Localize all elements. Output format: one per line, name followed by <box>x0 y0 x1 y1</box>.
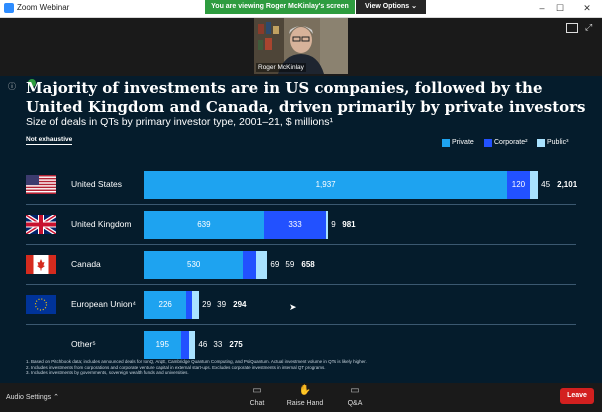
chevron-down-icon: ⌄ <box>411 3 418 10</box>
bar-total-label: 981 <box>342 220 356 229</box>
eu-flag-icon <box>26 295 56 314</box>
bar-total-label: 275 <box>229 340 243 349</box>
bar-value-label: 45 <box>541 180 551 189</box>
maximize-icon[interactable]: ☐ <box>555 3 565 13</box>
qa-icon[interactable]: ▭ <box>350 385 360 396</box>
screen-share-banner: You are viewing Roger McKinlay's screen <box>205 0 355 14</box>
bar-segment <box>263 211 327 239</box>
legend-label-private: Private <box>452 139 474 146</box>
slide-title: Majority of investments are in US compan… <box>26 79 586 116</box>
bar-segment <box>144 171 508 199</box>
bar-segment <box>507 171 530 199</box>
speaker-video <box>254 18 348 74</box>
row-divider <box>26 204 576 205</box>
stacked-bar-chart: 1,937 120 45 2,101 639 333 9 981 530 69 59 658 226 29… <box>0 76 602 383</box>
legend-label-corporate: Corporate² <box>494 139 528 146</box>
legend-label-public: Public³ <box>547 139 569 146</box>
chat-icon[interactable]: ▭ <box>252 385 262 396</box>
bar-value-label: 333 <box>288 220 302 229</box>
bar-value-label: 120 <box>511 180 526 189</box>
uk-flag-icon <box>26 215 56 234</box>
raise-hand-icon[interactable]: ✋ <box>298 385 312 396</box>
raise-hand-button-label[interactable]: Raise Hand <box>286 400 324 407</box>
country-label: Canada <box>71 259 101 269</box>
chat-button-label[interactable]: Chat <box>249 400 265 407</box>
audio-settings-button[interactable]: Audio Settings ⌃ <box>6 393 59 401</box>
zoom-app-icon <box>4 3 14 13</box>
shared-slide: ⓘ Majority of investments are in US comp… <box>0 76 602 383</box>
row-divider <box>26 284 576 285</box>
country-label: European Union⁴ <box>71 299 137 309</box>
close-icon[interactable]: ✕ <box>583 3 591 13</box>
legend-swatch-public <box>537 139 545 147</box>
slide-subtitle: Size of deals in QTs by primary investor… <box>26 116 333 128</box>
leave-button[interactable]: Leave <box>560 388 594 404</box>
footnote: 3. Includes investments by governments, … <box>26 370 189 375</box>
bar-segment <box>144 251 244 279</box>
bar-value-label: 33 <box>213 340 223 349</box>
bar-segment <box>144 211 264 239</box>
bar-value-label: 46 <box>198 340 208 349</box>
row-divider <box>26 244 576 245</box>
bar-value-label: 39 <box>217 300 227 309</box>
bar-value-label: 226 <box>158 300 172 309</box>
canada-flag-icon <box>26 255 56 274</box>
bar-segment <box>529 171 539 199</box>
legend-swatch-corporate <box>484 139 492 147</box>
country-label: United States <box>71 179 123 189</box>
bar-value-label: 639 <box>197 220 211 229</box>
bar-total-label: 658 <box>301 260 315 269</box>
legend-swatch-private <box>442 139 450 147</box>
minimize-icon[interactable]: – <box>539 3 545 13</box>
bar-segment <box>189 331 196 359</box>
mouse-cursor-icon: ➤ <box>289 302 297 312</box>
audio-settings-label: Audio Settings <box>6 394 52 401</box>
bar-total-label: 2,101 <box>557 180 578 189</box>
footnotes: 1. Based on Pitchbook data; includes ann… <box>26 359 506 376</box>
footnote: 1. Based on Pitchbook data; includes ann… <box>26 359 367 364</box>
bar-segment <box>186 291 192 319</box>
bar-value-label: 59 <box>285 260 295 269</box>
country-label: Other⁵ <box>71 339 96 349</box>
speaker-video-image <box>254 18 348 74</box>
bar-segment <box>191 291 200 319</box>
not-exhaustive-note: Not exhaustive <box>26 136 73 145</box>
qa-button-label[interactable]: Q&A <box>347 400 363 407</box>
window-title: Zoom Webinar <box>17 3 70 12</box>
meeting-toolbar <box>0 383 602 412</box>
bar-value-label: 69 <box>270 260 280 269</box>
view-options-button[interactable]: View Options ⌄ <box>356 0 426 14</box>
bar-segment <box>144 291 187 319</box>
shield-icon <box>28 79 36 87</box>
bar-value-label: 530 <box>187 260 201 269</box>
bar-value-label: 9 <box>331 220 336 229</box>
chevron-up-icon: ⌃ <box>53 394 59 401</box>
footnote: 2. Includes investments from corporation… <box>26 364 326 370</box>
bar-segment <box>326 211 329 239</box>
speaker-name: Roger McKinlay <box>256 63 306 72</box>
bar-value-label: 1,937 <box>315 180 336 189</box>
info-icon[interactable]: ⓘ <box>8 82 16 91</box>
layout-icon[interactable] <box>566 23 578 33</box>
row-divider <box>26 324 576 325</box>
bar-segment <box>256 251 268 279</box>
bar-value-label: 29 <box>202 300 212 309</box>
bar-segment <box>243 251 257 279</box>
us-flag-icon <box>26 175 56 194</box>
country-label: United Kingdom <box>71 219 132 229</box>
bar-total-label: 294 <box>233 300 247 309</box>
view-options-label: View Options <box>364 3 410 10</box>
bar-segment <box>144 331 181 359</box>
fullscreen-icon[interactable]: ⤢ <box>585 22 593 32</box>
bar-segment <box>180 331 190 359</box>
bar-value-label: 195 <box>155 340 169 349</box>
